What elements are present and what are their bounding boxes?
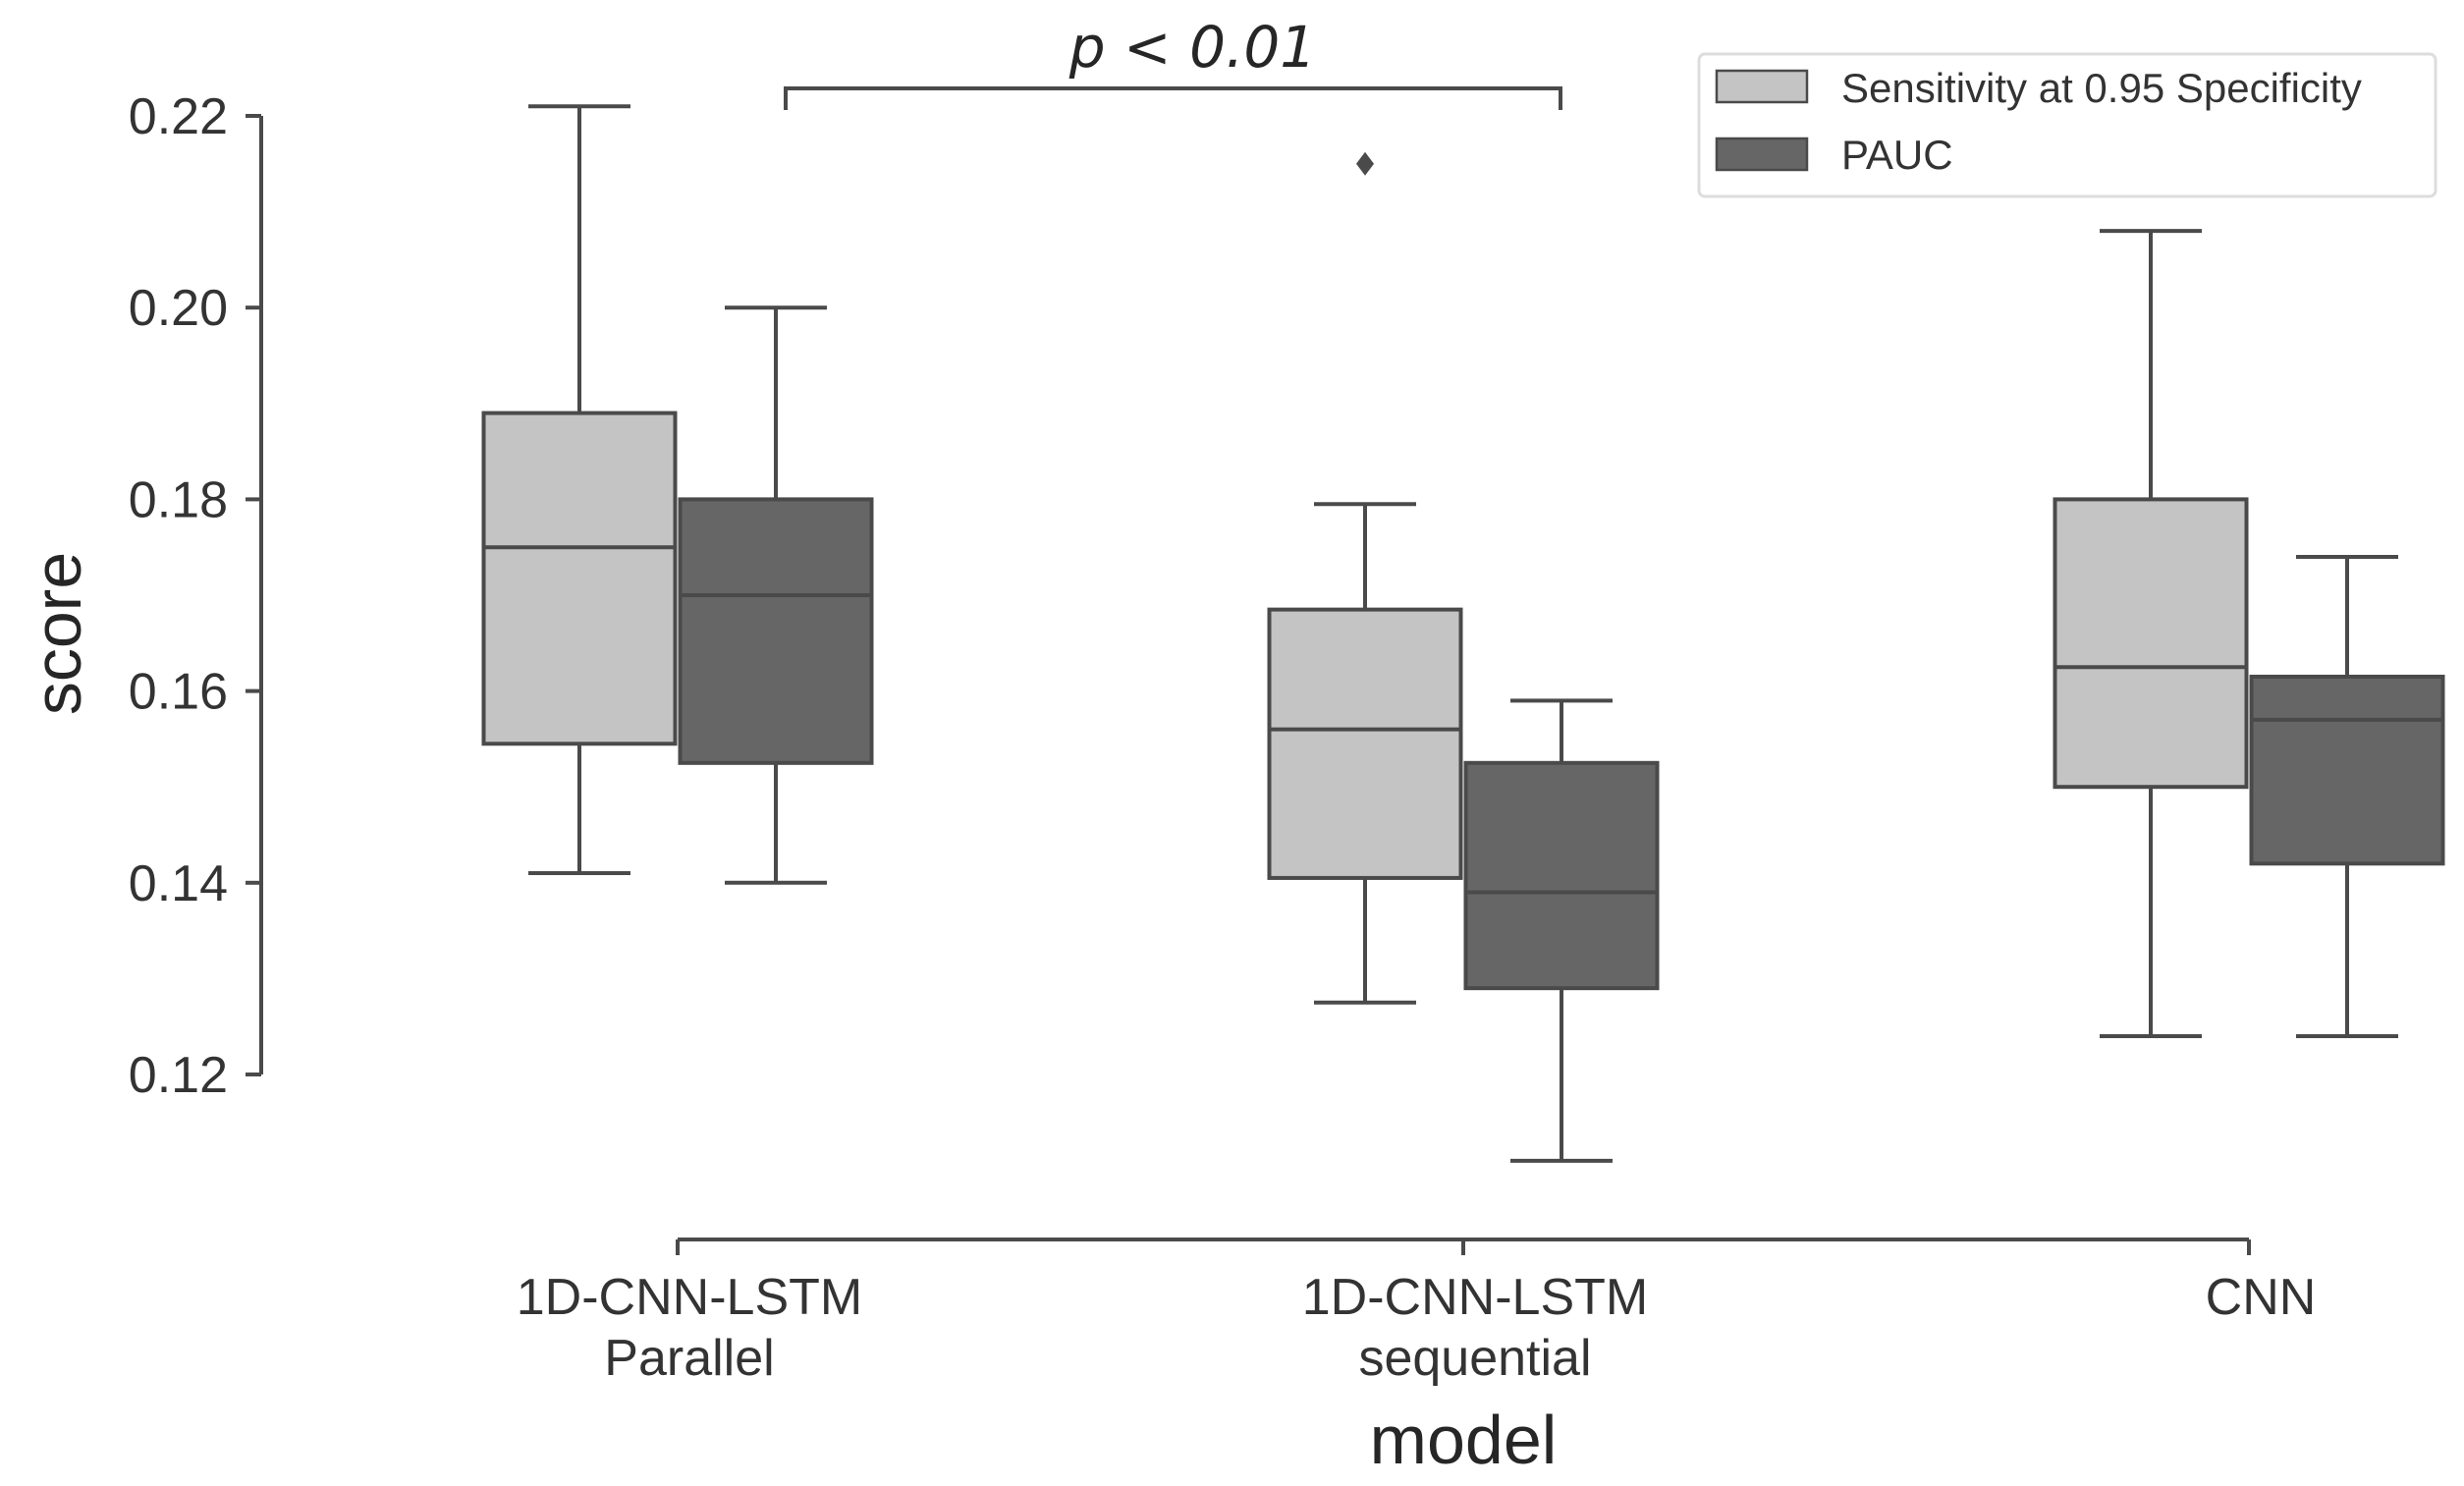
y-tick-label: 0.20 xyxy=(129,280,228,337)
x-tick-label: 1D-CNN-LSTM xyxy=(517,1269,862,1326)
box-pauc xyxy=(1463,698,1660,1163)
y-tick-label: 0.14 xyxy=(129,855,228,912)
legend-label-pauc: PAUC xyxy=(1841,132,1953,178)
iqr-box xyxy=(1463,760,1660,991)
legend-label-sensitivity: Sensitivity at 0.95 Specificity xyxy=(1841,65,2362,111)
x-tick-label-line2: sequential xyxy=(1358,1330,1591,1387)
iqr-box xyxy=(2249,674,2445,866)
y-axis: 0.22 0.20 0.18 0.16 0.14 0.12 xyxy=(129,88,263,1104)
significance-annotation: p < 0.01 xyxy=(784,14,1562,110)
box-sensitivity xyxy=(2053,229,2249,1038)
iqr-box xyxy=(678,497,874,765)
legend-swatch-pauc xyxy=(1715,137,1809,172)
legend: Sensitivity at 0.95 Specificity PAUC xyxy=(1697,52,2437,198)
box-sensitivity xyxy=(1267,151,1463,1005)
y-tick-label: 0.16 xyxy=(129,664,228,721)
box-group xyxy=(481,104,2445,1163)
y-tick-label: 0.12 xyxy=(129,1047,228,1104)
legend-swatch-sensitivity xyxy=(1715,69,1809,104)
x-axis: 1D-CNN-LSTMParallel1D-CNN-LSTMsequential… xyxy=(517,1238,2317,1387)
box-pauc xyxy=(2249,554,2445,1038)
iqr-box xyxy=(481,411,678,746)
significance-bracket xyxy=(784,86,1562,110)
outlier-point xyxy=(1356,151,1374,176)
box-pauc xyxy=(678,305,874,885)
iqr-box xyxy=(2053,497,2249,790)
legend-frame xyxy=(1697,52,2437,198)
box-sensitivity xyxy=(481,104,678,876)
y-tick-label: 0.18 xyxy=(129,471,228,528)
y-tick-label: 0.22 xyxy=(129,88,228,145)
x-tick-label: CNN xyxy=(2206,1269,2317,1326)
x-tick-label: 1D-CNN-LSTM xyxy=(1302,1269,1648,1326)
significance-label: p < 0.01 xyxy=(1068,14,1316,81)
y-axis-title: score xyxy=(21,552,95,715)
iqr-box xyxy=(1267,607,1463,880)
x-axis-title: model xyxy=(1370,1402,1558,1478)
x-tick-label-line2: Parallel xyxy=(604,1330,774,1387)
